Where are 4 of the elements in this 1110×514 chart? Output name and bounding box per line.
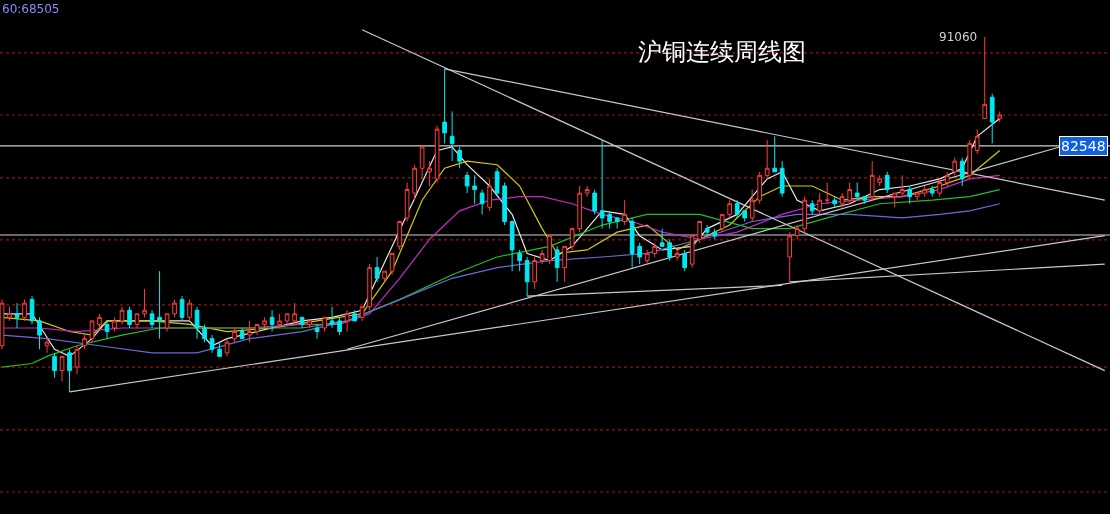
annotation: 91060 bbox=[939, 30, 978, 44]
text: 60:68505 bbox=[2, 2, 60, 16]
chart-title: 沪铜连续周线图 bbox=[637, 37, 806, 66]
annotation: 82548 bbox=[1061, 138, 1106, 154]
